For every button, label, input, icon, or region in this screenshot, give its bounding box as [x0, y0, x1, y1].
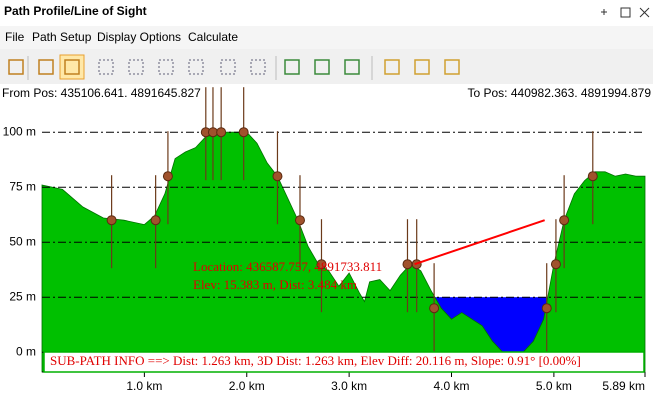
y-tick-label: 50 m — [9, 234, 36, 248]
toolbar-icon — [314, 59, 330, 75]
to-position: To Pos: 440982.363, 4891994.879 — [468, 86, 652, 100]
site-marker — [294, 215, 305, 226]
site-marker — [316, 259, 327, 270]
y-tick-label: 75 m — [9, 179, 36, 193]
toolbar-button[interactable] — [34, 55, 58, 79]
toolbar-icon — [38, 59, 54, 75]
toolbar-icon — [444, 59, 460, 75]
menu-item[interactable]: Display Options — [97, 30, 181, 44]
toolbar-icon — [344, 59, 360, 75]
close-button[interactable] — [639, 7, 650, 18]
menu-item[interactable]: Calculate — [188, 30, 238, 44]
toolbar-icon — [64, 59, 80, 75]
toolbar-button[interactable] — [216, 55, 240, 79]
site-marker — [587, 171, 598, 182]
site-marker — [550, 259, 561, 270]
toolbar-button[interactable] — [310, 55, 334, 79]
toolbar-button[interactable] — [94, 55, 118, 79]
site-marker — [429, 303, 440, 314]
toolbar-icon — [188, 59, 204, 75]
from-position: From Pos: 435106.641, 4891645.827 — [2, 86, 201, 100]
toolbar-icon — [158, 59, 174, 75]
toolbar-icon — [8, 59, 24, 75]
info-bar — [43, 351, 645, 373]
site-marker — [559, 215, 570, 226]
x-tick-label: 2.0 km — [229, 379, 265, 393]
info-text: SUB-PATH INFO ==> Dist: 1.263 km, 3D Dis… — [50, 353, 581, 368]
menu-bar — [0, 26, 653, 49]
toolbar-icon — [98, 59, 114, 75]
pin-button[interactable] — [601, 9, 607, 15]
x-tick-label: 5.0 km — [536, 379, 572, 393]
annotation: Location: 436587.757, 4891733.811 — [193, 259, 382, 274]
maximize-button[interactable] — [620, 7, 631, 18]
toolbar-button[interactable] — [340, 55, 364, 79]
toolbar-icon — [414, 59, 430, 75]
x-tick-label: 3.0 km — [331, 379, 367, 393]
menu-item[interactable]: File — [5, 30, 25, 44]
y-tick-label: 25 m — [9, 289, 36, 303]
x-tick-label: 5.89 km — [602, 379, 645, 393]
x-tick-label: 1.0 km — [126, 379, 162, 393]
terrain — [41, 131, 646, 373]
toolbar-icon — [128, 59, 144, 75]
menu-item[interactable]: Path Setup — [32, 30, 92, 44]
site-marker — [402, 259, 413, 270]
site-marker — [272, 171, 283, 182]
toolbar-button[interactable] — [410, 55, 434, 79]
window-title: Path Profile/Line of Sight — [4, 4, 147, 18]
site-marker — [207, 127, 218, 138]
title-bar — [0, 0, 653, 26]
toolbar-button[interactable] — [380, 55, 404, 79]
window-buttons[interactable] — [601, 7, 650, 18]
x-tick-label: 4.0 km — [433, 379, 469, 393]
toolbar-button[interactable] — [124, 55, 148, 79]
site-marker — [106, 215, 117, 226]
toolbar-button[interactable] — [246, 55, 270, 79]
toolbar — [4, 54, 464, 80]
site-marker — [150, 215, 161, 226]
toolbar-button[interactable] — [280, 55, 304, 79]
toolbar-icon — [250, 59, 266, 75]
toolbar-button[interactable] — [184, 55, 208, 79]
annotation: Elev: 15.383 m, Dist: 3.484 km — [193, 277, 357, 292]
toolbar-button[interactable] — [154, 55, 178, 79]
toolbar-icon — [384, 59, 400, 75]
plot: 0 m 25 m 50 m 75 m 100 m 1.0 km 2.0 km 3.0 km 4.… — [3, 87, 646, 393]
site-marker — [216, 127, 227, 138]
toolbar-icon — [220, 59, 236, 75]
site-marker — [541, 303, 552, 314]
toolbar-button[interactable] — [59, 54, 85, 80]
site-marker — [162, 171, 173, 182]
toolbar-icon — [284, 59, 300, 75]
sight-line — [414, 219, 545, 266]
y-tick-label: 0 m — [16, 344, 36, 358]
toolbar-button[interactable] — [440, 55, 464, 79]
toolbar-button[interactable] — [4, 55, 28, 79]
site-marker — [238, 127, 249, 138]
y-tick-label: 100 m — [3, 124, 36, 138]
